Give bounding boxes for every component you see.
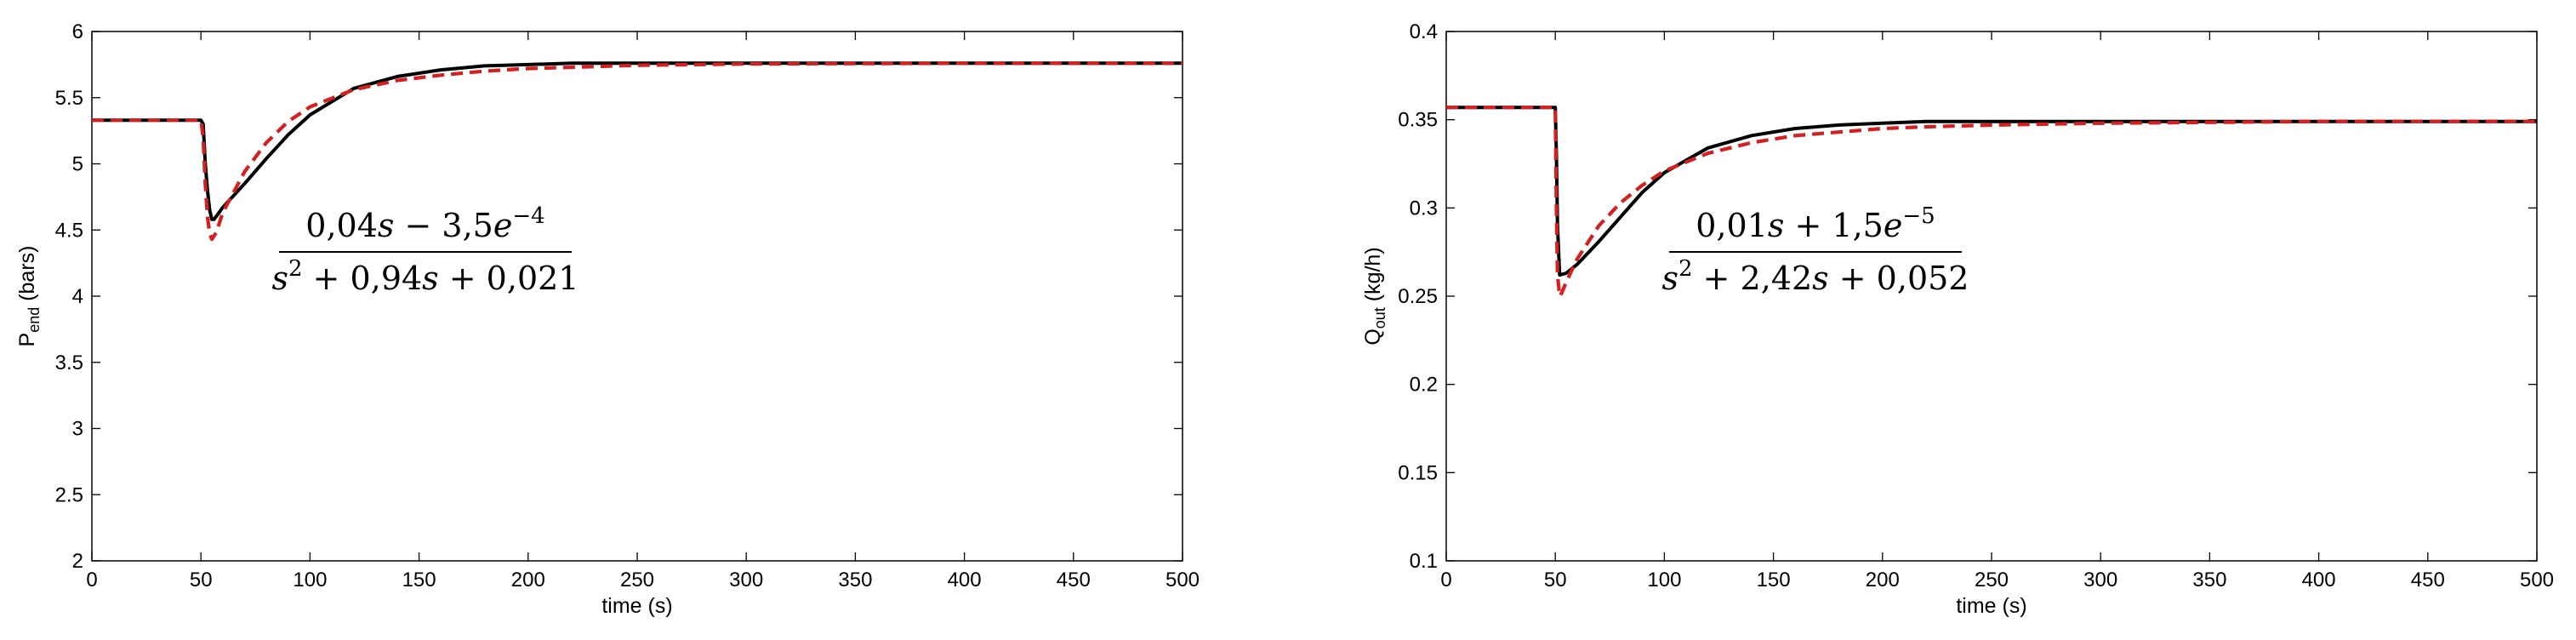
chart-flow: 0 50 100 150 200 250 300 350 400 450 500 0.10.150.… — [1361, 20, 2554, 618]
x-tick-label-3: 150 — [402, 569, 436, 591]
y-tick-label-4: 0.3 — [1410, 197, 1438, 220]
den-coef-1: + 0,94 — [303, 260, 423, 297]
x-tick-label-7: 350 — [838, 569, 872, 591]
y-tick-label-4: 4 — [72, 285, 83, 308]
y-axis-label: Pend (bars) — [15, 246, 43, 347]
x-axis-label: time (s) — [601, 594, 672, 618]
x-tick-label-6: 300 — [2083, 569, 2117, 591]
x-tick-label-4: 200 — [1866, 569, 1900, 591]
x-tick-label-3: 150 — [1757, 569, 1791, 591]
series-line-1 — [92, 61, 1183, 242]
chart-pressure: 0 50 100 150 200 250 300 350 400 450 500 2 2.5 3 3.5 4… — [15, 20, 1200, 618]
y-tick-label-5: 0.35 — [1398, 109, 1438, 132]
y-tick-label-2: 3 — [72, 418, 83, 441]
y-axis-label-main: Q — [1361, 329, 1385, 345]
tick-marks — [91, 31, 1183, 562]
y-tick-label-8: 6 — [72, 20, 83, 43]
den-exponent: 2 — [1678, 256, 1693, 282]
y-tick-labels: 0.1 0.15 0.2 0.25 0.3 0.35 0.4 — [1398, 20, 1438, 573]
num-coef-2: + 1,5 — [1784, 207, 1883, 244]
x-tick-label-7: 350 — [2192, 569, 2226, 591]
x-tick-labels: 0 50 100 150 200 250 300 350 400 450 500 — [1440, 569, 2554, 591]
y-axis-label: Qout (kg/h) — [1361, 247, 1388, 345]
x-tick-labels: 0 50 100 150 200 250 300 350 400 450 500 — [86, 569, 1200, 591]
den-coef-2: + 0,021 — [439, 260, 579, 297]
series-group — [1446, 106, 2537, 299]
x-tick-label-0: 0 — [86, 569, 97, 591]
y-tick-label-6: 5 — [72, 153, 83, 176]
y-axis-label-unit: (bars) — [15, 246, 39, 307]
transfer-function-numerator: 0,04s − 3,5e−4 — [305, 203, 544, 244]
x-tick-label-8: 400 — [948, 569, 982, 591]
num-exponent: −5 — [1902, 203, 1935, 229]
num-coef-1: 0,04 — [305, 207, 378, 244]
y-tick-label-1: 2.5 — [55, 483, 83, 506]
num-exponent: −4 — [512, 203, 544, 229]
y-tick-label-3: 3.5 — [55, 351, 83, 374]
y-axis-label-sub: end — [26, 307, 43, 333]
transfer-function-annotation: 0,01s + 1,5e−5 s2 + 2,42s + 0,052 — [1662, 203, 1969, 297]
den-var-s2: s — [422, 260, 439, 297]
y-tick-label-1: 0.15 — [1398, 461, 1438, 484]
x-tick-label-5: 250 — [620, 569, 654, 591]
x-tick-label-0: 0 — [1440, 569, 1451, 591]
y-tick-label-5: 4.5 — [55, 219, 83, 242]
num-var-s: s — [1768, 207, 1785, 244]
y-tick-label-7: 5.5 — [55, 87, 83, 110]
transfer-function-denominator: s2 + 0,94s + 0,021 — [272, 256, 579, 297]
x-tick-label-6: 300 — [729, 569, 763, 591]
y-tick-label-3: 0.25 — [1398, 285, 1438, 308]
num-var-s: s — [378, 207, 395, 244]
x-tick-label-9: 450 — [2411, 569, 2445, 591]
transfer-function-annotation: 0,04s − 3,5e−4 s2 + 0,94s + 0,021 — [272, 203, 579, 297]
den-var-s: s — [1662, 260, 1679, 297]
plot-area — [1445, 31, 2538, 562]
transfer-function-numerator: 0,01s + 1,5e−5 — [1695, 203, 1935, 244]
x-tick-label-1: 50 — [1544, 569, 1567, 591]
y-tick-label-6: 0.4 — [1410, 20, 1438, 43]
transfer-function-denominator: s2 + 2,42s + 0,052 — [1662, 256, 1969, 297]
den-coef-2: + 0,052 — [1829, 260, 1969, 297]
den-var-s: s — [272, 260, 289, 297]
num-var-e: e — [1884, 207, 1903, 244]
den-exponent: 2 — [288, 256, 303, 282]
x-tick-label-8: 400 — [2302, 569, 2336, 591]
y-tick-label-2: 0.2 — [1410, 374, 1438, 397]
series-line-1 — [1446, 106, 2537, 299]
x-axis-label: time (s) — [1956, 594, 2026, 618]
x-tick-label-2: 100 — [1647, 569, 1681, 591]
x-tick-label-2: 100 — [293, 569, 327, 591]
y-tick-label-0: 0.1 — [1410, 550, 1438, 573]
series-group — [92, 61, 1183, 242]
num-coef-2: − 3,5 — [394, 207, 493, 244]
den-coef-1: + 2,42 — [1693, 260, 1813, 297]
plot-area — [91, 31, 1183, 562]
den-var-s2: s — [1812, 260, 1829, 297]
x-tick-label-5: 250 — [1975, 569, 2009, 591]
x-tick-label-4: 200 — [511, 569, 545, 591]
x-tick-label-1: 50 — [190, 569, 213, 591]
y-axis-label-sub: out — [1371, 307, 1388, 329]
num-coef-1: 0,01 — [1695, 207, 1768, 244]
x-tick-label-10: 500 — [2520, 569, 2554, 591]
x-tick-label-9: 450 — [1057, 569, 1091, 591]
tick-marks — [1445, 31, 2538, 562]
y-tick-labels: 2 2.5 3 3.5 4 4.5 5 5.5 6 — [55, 20, 83, 573]
y-tick-label-0: 2 — [72, 550, 83, 573]
y-axis-label-main: P — [15, 333, 39, 347]
x-tick-label-10: 500 — [1165, 569, 1200, 591]
num-var-e: e — [493, 207, 513, 244]
y-axis-label-unit: (kg/h) — [1361, 247, 1385, 307]
